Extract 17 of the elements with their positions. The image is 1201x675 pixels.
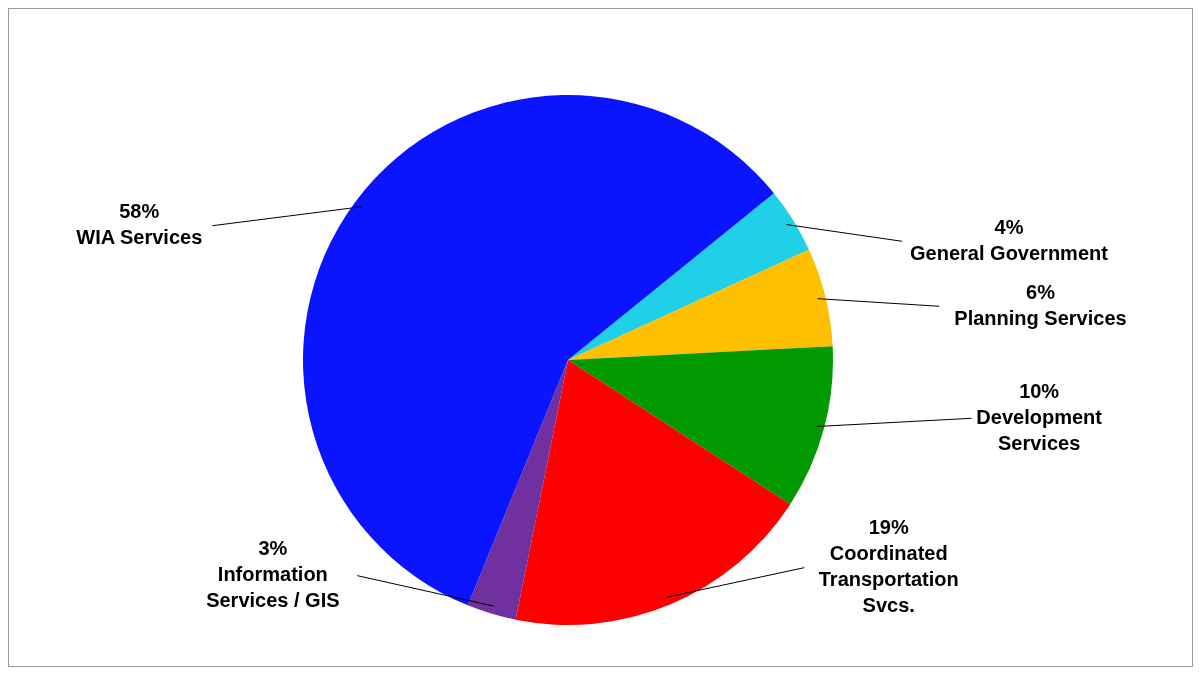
pie-slice	[568, 193, 809, 360]
slice-label: Development Services	[976, 405, 1103, 454]
data-label: 10%	[1019, 379, 1060, 402]
pie-slice	[568, 346, 833, 505]
slice-label: Coordinated Transportation Svcs.	[818, 541, 959, 616]
pie-slice	[568, 249, 833, 360]
slice-label: Information Services / GIS	[206, 562, 340, 611]
data-label: 4%	[994, 215, 1024, 238]
data-label: 19%	[868, 515, 909, 538]
slice-label: General Government	[910, 241, 1109, 264]
data-label: 58%	[119, 199, 160, 222]
data-label: 3%	[258, 536, 288, 559]
pie-slice	[467, 360, 568, 620]
slice-label: WIA Services	[76, 225, 203, 248]
pie-slice	[515, 360, 791, 625]
data-label: 6%	[1026, 280, 1056, 303]
slice-label: Planning Services	[954, 306, 1127, 329]
